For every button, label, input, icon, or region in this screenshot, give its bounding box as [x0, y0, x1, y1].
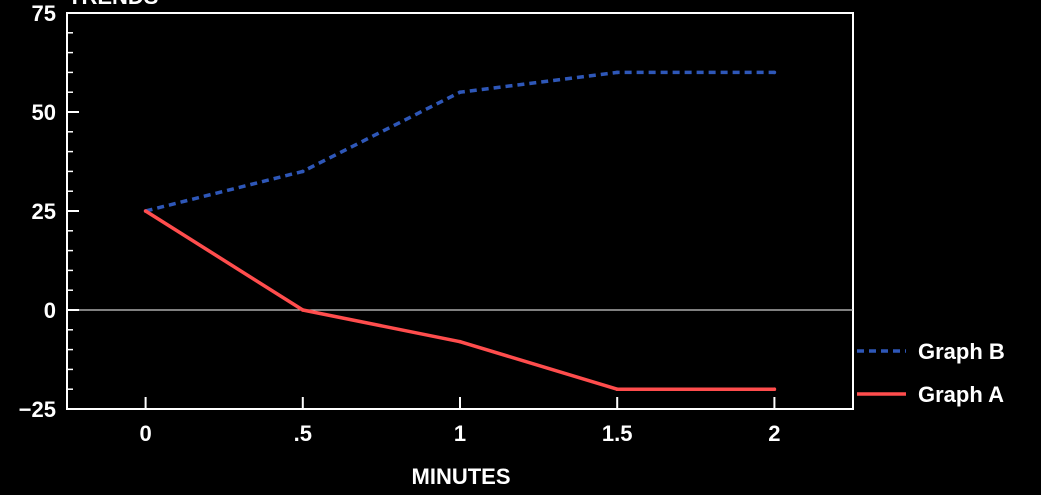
data-point — [772, 387, 777, 392]
data-point — [772, 70, 777, 75]
data-point — [301, 169, 305, 174]
legend-label: Graph B — [918, 339, 1005, 364]
x-tick-label: .5 — [294, 421, 312, 446]
chart-title: TRENDS — [68, 0, 158, 9]
data-point — [143, 209, 148, 213]
y-tick-label: 75 — [32, 1, 56, 26]
y-tick-label: −25 — [19, 397, 56, 422]
data-point — [458, 339, 462, 344]
data-point — [615, 70, 619, 75]
x-tick-label: 2 — [768, 421, 780, 446]
data-point — [301, 308, 305, 312]
y-tick-label: 0 — [44, 298, 56, 323]
data-point — [458, 90, 462, 94]
data-point — [615, 387, 619, 392]
x-tick-label: 0 — [139, 421, 151, 446]
x-axis-label: MINUTES — [412, 464, 511, 489]
x-tick-label: 1.5 — [602, 421, 633, 446]
legend-label: Graph A — [918, 382, 1004, 407]
x-tick-label: 1 — [454, 421, 466, 446]
y-tick-label: 25 — [32, 199, 56, 224]
series-line-graph-a — [144, 209, 775, 391]
y-tick-label: 50 — [32, 100, 56, 125]
